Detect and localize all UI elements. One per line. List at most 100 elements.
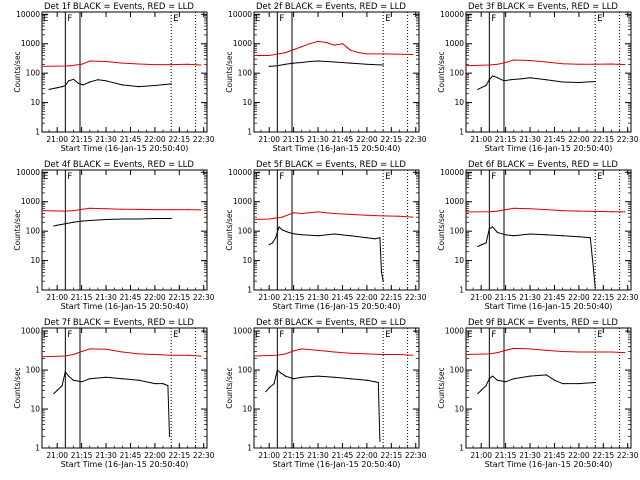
events-point (162, 383, 164, 385)
lld-point (253, 54, 255, 57)
x-tick-label: 21:15 (71, 135, 93, 144)
events-point (350, 235, 352, 237)
y-axis-label: Counts/sec (437, 51, 446, 92)
marker-e: E (255, 330, 260, 340)
x-axis-label: Start Time (16-Jan-15 20:50:40) (61, 144, 189, 153)
x-tick-label: 22:15 (381, 451, 403, 460)
events-point (293, 62, 295, 64)
events-point (529, 375, 531, 377)
lld-point (284, 353, 287, 355)
x-tick-label: 22:00 (144, 135, 166, 144)
marker-e: E (467, 172, 472, 182)
events-series-line (53, 371, 170, 437)
lld-point (89, 348, 91, 350)
events-point (529, 233, 531, 235)
events-point (562, 383, 564, 385)
y-axis-label: Counts/sec (13, 367, 22, 408)
x-tick-label: 21:30 (95, 293, 117, 302)
y-tick-label: 100 (238, 227, 253, 236)
detector-plot-1: Det 1f BLACK = Events, RED = LLD 1 10 100 10… (13, 2, 215, 153)
lld-point (333, 44, 335, 46)
events-point (545, 234, 547, 236)
events-series-line (477, 374, 596, 394)
events-point (488, 228, 490, 230)
events-point (545, 374, 547, 376)
lld-point (69, 65, 71, 67)
lld-point (366, 53, 368, 55)
x-tick-label: 22:30 (617, 135, 639, 144)
x-tick-label: 21:15 (283, 135, 305, 144)
events-point (562, 81, 564, 83)
events-point (275, 237, 277, 239)
y-tick-label: 1000 (233, 39, 252, 48)
lld-point (496, 63, 499, 65)
y-tick-label: 1 (459, 286, 464, 295)
y-tick-label: 10 (454, 98, 464, 107)
events-point (64, 223, 66, 225)
x-tick-label: 21:30 (519, 451, 541, 460)
x-tick-label: 21:15 (283, 293, 305, 302)
y-tick-label: 10 (30, 405, 40, 414)
y-tick-label: 10 (242, 256, 252, 265)
lld-point (154, 209, 156, 211)
lld-point (317, 211, 319, 213)
events-point (273, 383, 275, 385)
lld-series-line (465, 207, 625, 213)
events-point (301, 376, 303, 378)
events-point (594, 80, 596, 83)
marker-e: E (597, 172, 602, 182)
y-tick-label: 1000 (233, 197, 252, 206)
events-point (97, 79, 99, 81)
y-tick-label: 1 (459, 128, 464, 137)
events-point (268, 65, 270, 67)
lld-point (276, 354, 278, 356)
marker-f: F (67, 330, 72, 340)
y-tick-label: 100 (26, 227, 41, 236)
lld-point (105, 60, 107, 63)
lld-point (496, 352, 499, 354)
events-point (589, 237, 591, 239)
events-point (374, 238, 376, 240)
x-tick-label: 21:45 (544, 135, 566, 144)
lld-point (610, 63, 613, 65)
y-tick-label: 1 (247, 444, 252, 453)
y-tick-label: 10 (242, 98, 252, 107)
lld-point (64, 355, 66, 357)
events-series-line (477, 226, 596, 288)
y-tick-label: 1000 (233, 327, 252, 336)
detector-plot-2: Det 2f BLACK = Events, RED = LLD 1 10 100 10… (225, 2, 427, 153)
x-tick-label: 21:00 (46, 451, 68, 460)
x-tick-label: 22:15 (381, 135, 403, 144)
marker-f: F (67, 14, 72, 24)
plot-frame (465, 11, 632, 133)
lld-point (562, 210, 564, 212)
y-tick-label: 100 (26, 366, 41, 375)
lld-point (325, 41, 327, 44)
y-tick-label: 10000 (440, 168, 464, 177)
events-point (64, 84, 66, 87)
marker-e: E (255, 14, 260, 24)
events-point (562, 235, 564, 237)
events-point (505, 381, 507, 383)
events-point (278, 226, 280, 228)
lld-point (578, 210, 580, 212)
lld-point (121, 351, 123, 353)
lld-point (623, 352, 626, 354)
lld-point (465, 211, 467, 213)
events-point (480, 87, 482, 89)
plot-title: Det 1f BLACK = Events, RED = LLD (44, 2, 194, 12)
events-point (578, 236, 580, 238)
detector-plot-8: Det 8f BLACK = Events, RED = LLD 1 10 100 10… (225, 318, 427, 469)
events-point (56, 87, 58, 89)
x-tick-label: 21:45 (332, 451, 354, 460)
events-point (366, 237, 368, 239)
lld-point (341, 43, 344, 45)
x-tick-label: 22:15 (593, 293, 615, 302)
events-series-line (268, 226, 384, 282)
x-axis-label: Start Time (16-Jan-15 20:50:40) (61, 460, 189, 469)
marker-f: F (491, 14, 496, 24)
events-point (513, 378, 515, 380)
lld-point (281, 216, 283, 218)
marker-e: E (467, 330, 472, 340)
